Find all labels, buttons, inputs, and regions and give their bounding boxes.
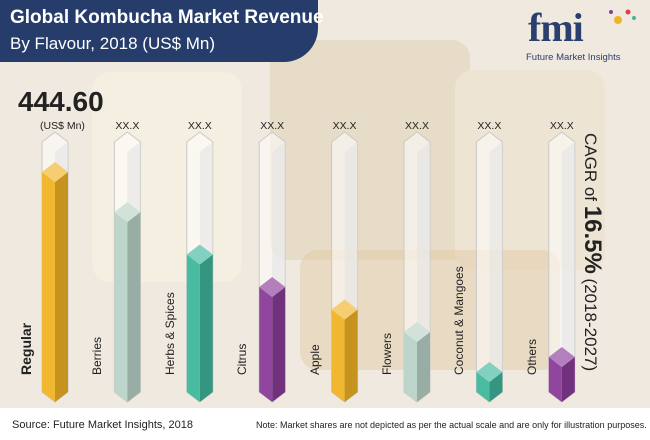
bar-6-side xyxy=(417,332,430,402)
bar-6-front xyxy=(404,332,417,402)
category-label: Regular xyxy=(18,322,34,375)
bar-8-side xyxy=(561,357,575,402)
category-label: Citrus xyxy=(235,343,250,375)
logo-tagline: Future Market Insights xyxy=(526,52,621,63)
value-label: XX.X xyxy=(187,120,212,132)
category-label: Apple xyxy=(307,344,322,375)
value-label: XX.X xyxy=(332,120,357,132)
cagr-label: CAGR of 16.5% (2018-2027) xyxy=(579,133,606,383)
source-text: Source: Future Market Insights, 2018 xyxy=(12,419,193,431)
regular-value: 444.60 xyxy=(18,86,104,117)
category-label: Coconut & Mangoes xyxy=(452,266,467,375)
bar-4-cap xyxy=(259,277,286,297)
bar-5-front xyxy=(331,309,345,402)
cagr-value: 16.5% xyxy=(579,205,606,274)
fmi-logo: fmi Future Market Insights xyxy=(526,6,644,70)
value-label: XX.X xyxy=(115,120,140,132)
bar-6-cap xyxy=(404,322,430,342)
chart-subtitle: By Flavour, 2018 (US$ Mn) xyxy=(10,34,216,53)
category-label: Berries xyxy=(90,336,105,375)
footer: Source: Future Market Insights, 2018 Not… xyxy=(0,408,650,440)
logo-text: fmi xyxy=(528,5,584,50)
regular-unit: (US$ Mn) xyxy=(40,120,85,132)
value-label: XX.X xyxy=(260,120,285,132)
value-label: XX.X xyxy=(549,120,574,132)
cagr-period: (2018-2027) xyxy=(581,273,600,372)
bar-2-cap xyxy=(114,202,141,222)
bar-7-cap xyxy=(476,362,503,382)
bar-4-front xyxy=(259,287,273,402)
bar-8-front xyxy=(548,357,562,402)
bar-2-front xyxy=(114,212,128,402)
bar-4-side xyxy=(272,287,286,402)
value-label: XX.X xyxy=(477,120,502,132)
note-text: Note: Market shares are not depicted as … xyxy=(256,420,647,430)
bar-1-cap xyxy=(42,162,68,182)
logo-sun-icon xyxy=(609,9,636,24)
bar-tube-side xyxy=(561,142,575,402)
cagr-prefix: CAGR of xyxy=(581,133,600,206)
category-label: Flowers xyxy=(380,332,394,375)
bar-8-cap xyxy=(548,347,575,367)
title-banner: Global Kombucha Market Revenue By Flavou… xyxy=(0,0,324,62)
bar-3-side xyxy=(199,254,213,402)
category-label: Others xyxy=(524,338,539,375)
chart-title: Global Kombucha Market Revenue xyxy=(10,7,324,28)
category-label: Herbs & Spices xyxy=(162,292,177,375)
bar-1-side xyxy=(55,172,68,402)
background-jar xyxy=(270,40,470,260)
bar-1-front xyxy=(42,172,55,402)
bar-3-front xyxy=(186,254,200,402)
value-label: XX.X xyxy=(405,120,429,132)
bar-tube-side xyxy=(489,142,503,402)
bar-5-cap xyxy=(331,299,358,320)
bar-2-side xyxy=(127,212,141,402)
bar-3-cap xyxy=(186,244,213,265)
bar-5-side xyxy=(344,309,358,402)
